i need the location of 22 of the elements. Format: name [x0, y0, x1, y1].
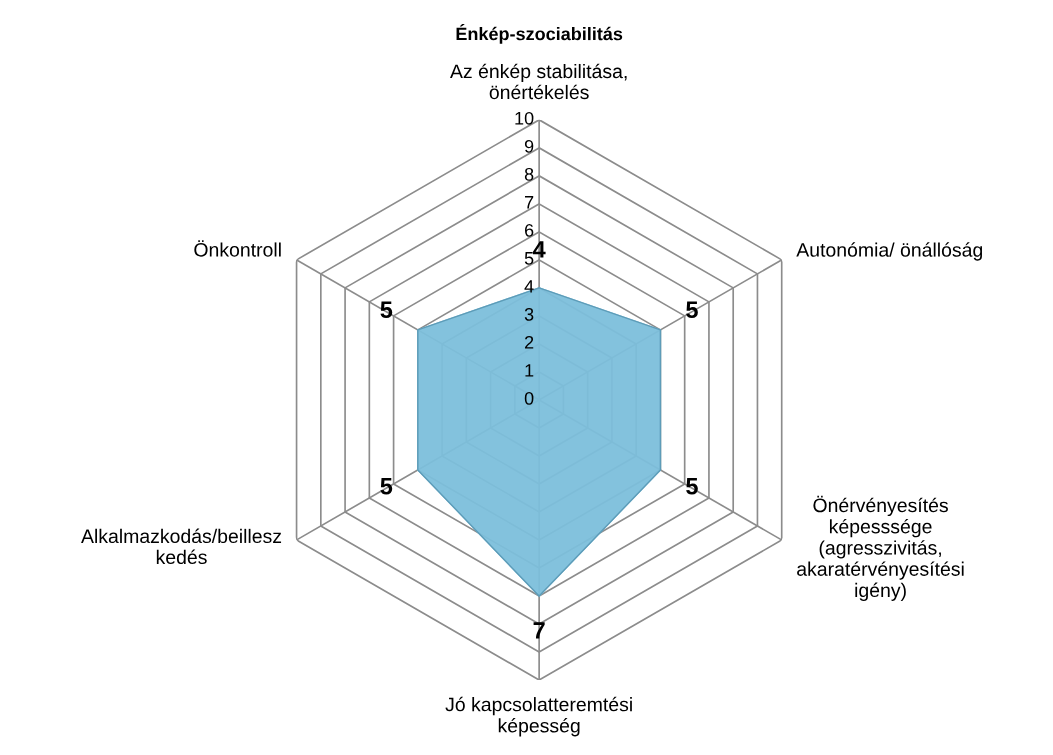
y-tick-label: 5 [524, 252, 534, 265]
y-tick-label: 2 [524, 335, 534, 349]
y-tick-label: 3 [524, 307, 534, 321]
spoke-label: Az énkép stabilitása, önértékelés [450, 63, 627, 100]
data-label: 5 [380, 478, 393, 495]
data-label: 5 [380, 301, 393, 319]
y-tick-label: 10 [515, 111, 534, 125]
spoke-label: Önkontroll [194, 240, 281, 257]
y-tick-label: 9 [524, 139, 534, 153]
data-label: 5 [686, 301, 698, 319]
spoke-label: Önérvényesítés képesssége (agresszivitás, akaratérvényesítési igény) [797, 495, 964, 601]
y-tick-label: 7 [525, 196, 534, 209]
data-label: 5 [686, 478, 698, 495]
y-tick-label: 1 [525, 364, 534, 377]
spoke-label: Autonómia/ önállóság [796, 242, 983, 261]
spoke-label: Alkalmazkodás/beillesz kedés [81, 528, 282, 565]
y-tick-label: 0 [524, 391, 534, 405]
chart-title: Énkép-szociabilitás [456, 24, 623, 44]
y-tick-label: 4 [524, 280, 534, 293]
spoke-label: Jó kapcsolatteremtési képesség [445, 696, 632, 737]
y-tick-label: 8 [524, 167, 534, 181]
y-tick-label: 6 [525, 223, 534, 237]
